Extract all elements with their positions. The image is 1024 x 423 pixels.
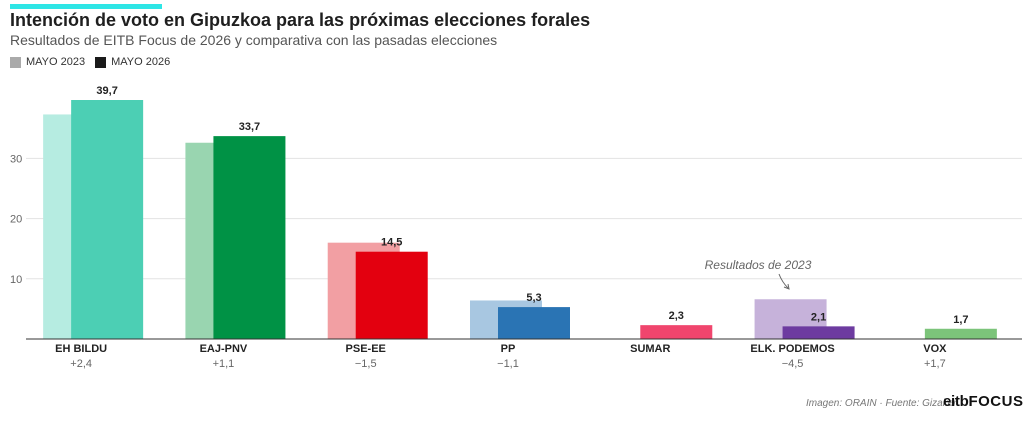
bar-2026 [782,326,855,339]
y-tick-label: 10 [10,274,22,286]
bar-2026 [355,251,428,339]
legend-item-2023: MAYO 2023 [10,56,85,68]
change-label: −1,5 [355,358,377,370]
category-label: ELK. PODEMOS [750,343,834,355]
category-label: PP [501,343,516,355]
y-tick-label: 20 [10,214,22,226]
category-label: PSE-EE [346,343,386,355]
legend-swatch-2026 [95,56,107,68]
bar-2026 [213,136,286,339]
bar-2026 [498,307,570,339]
annotation-label: Resultados de 2023 [705,258,812,272]
category-label: VOX [923,343,947,355]
source-note: Imagen: ORAIN · Fuente: Gizaker [806,398,957,409]
annotation-arrow [778,273,789,289]
data-label: 2,3 [669,310,684,322]
data-label: 14,5 [381,237,402,249]
annotation-arrowhead [783,283,790,290]
category-label: EH BILDU [55,343,107,355]
change-label: −4,5 [782,358,804,370]
change-label: −1,1 [497,358,519,370]
change-label: +1,1 [213,358,235,370]
accent-bar [10,4,162,9]
change-label: +1,7 [924,358,946,370]
legend-swatch-2023 [10,56,21,68]
data-label: 5,3 [526,292,541,304]
data-label: 39,7 [96,85,117,97]
y-tick-label: 30 [10,153,22,165]
legend-item-2026: MAYO 2026 [95,56,170,68]
eitb-focus-logo: eitbFOCUS [943,393,1023,410]
logo-focus: FOCUS [968,393,1024,410]
bar-2026 [71,100,144,339]
bar-2026 [640,325,713,339]
legend-label-2023: MAYO 2023 [26,56,86,68]
chart-subtitle: Resultados de EITB Focus de 2026 y compa… [10,32,498,48]
category-label: SUMAR [630,343,670,355]
chart-title: Intención de voto en Gipuzkoa para las p… [10,10,591,30]
legend-label-2026: MAYO 2026 [111,56,171,68]
change-label: +2,4 [70,358,92,370]
category-label: EAJ-PNV [200,343,248,355]
logo-eitb: eitb [943,393,969,410]
data-label: 1,7 [953,314,968,326]
data-label: 2,1 [811,311,826,323]
legend: MAYO 2023 MAYO 2026 [10,56,170,68]
data-label: 33,7 [239,121,260,133]
bar-2026 [924,328,997,339]
